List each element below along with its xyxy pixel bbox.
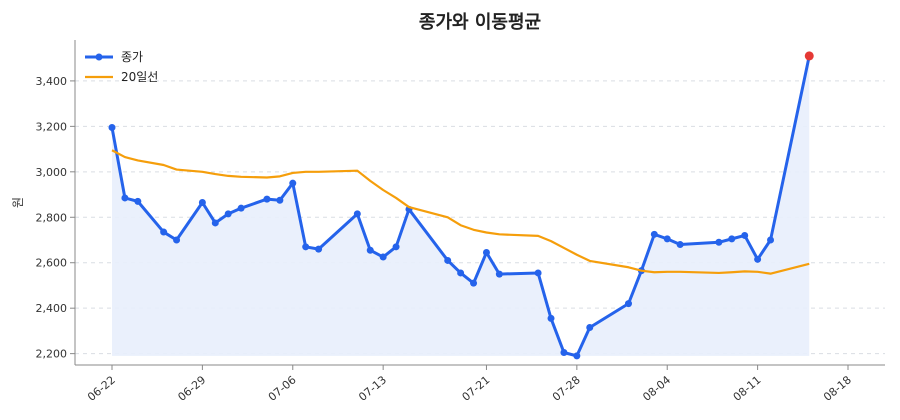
price-point [263, 195, 271, 203]
price-point [198, 199, 206, 206]
price-point [482, 249, 490, 256]
x-tick-label: 07-06 [266, 373, 299, 404]
price-point [302, 243, 310, 251]
x-tick-label: 06-29 [175, 373, 208, 404]
price-point [160, 228, 168, 236]
last-price-point [804, 51, 814, 61]
price-point [715, 238, 723, 246]
series [108, 51, 814, 360]
y-tick-label: 3,000 [36, 166, 68, 179]
price-point [237, 204, 245, 212]
price-point [108, 124, 116, 131]
x-tick-label: 08-04 [640, 373, 673, 404]
area-fill [112, 55, 810, 356]
price-point [379, 253, 387, 261]
y-tick-label: 2,200 [36, 348, 68, 361]
price-point [624, 300, 632, 308]
price-point [573, 352, 581, 360]
chart-title: 종가와 이동평균 [419, 12, 541, 33]
price-point [767, 236, 775, 244]
price-point [315, 245, 323, 253]
x-tick-label: 08-11 [731, 373, 764, 404]
price-point [444, 256, 452, 264]
legend: 종가 20일선 [85, 50, 158, 84]
price-point [495, 270, 503, 278]
series-area-0 [112, 55, 810, 356]
legend-marker-0 [95, 53, 103, 61]
y-tick-label: 3,200 [36, 120, 68, 133]
price-point [121, 194, 129, 202]
price-point [289, 179, 297, 187]
y-axis-label: 원 [11, 197, 25, 208]
x-tick-label: 07-13 [356, 373, 389, 404]
x-tick-label: 07-28 [550, 373, 583, 404]
price-point [173, 236, 181, 244]
y-tick-label: 2,800 [36, 211, 68, 224]
legend-label-0: 종가 [121, 50, 143, 64]
price-point [663, 235, 671, 243]
price-point [547, 314, 555, 322]
y-tick-label: 3,400 [36, 75, 68, 88]
x-tick-label: 08-18 [821, 373, 854, 404]
series-line-1 [111, 149, 810, 275]
price-point [676, 241, 684, 249]
price-point [586, 324, 594, 331]
axes [74, 40, 885, 366]
price-point [134, 197, 142, 205]
price-point [470, 279, 478, 287]
price-point [560, 349, 568, 356]
legend-label-1: 20일선 [121, 70, 158, 84]
price-point [650, 230, 658, 238]
x-tick-label: 06-22 [85, 373, 118, 404]
price-point [353, 210, 361, 218]
y-tick-label: 2,600 [36, 257, 68, 270]
price-point [754, 255, 762, 263]
x-axis-ticks: 06-22 06-29 07-06 07-13 07-21 07-28 08-04 08-11… [85, 365, 854, 404]
price-point [366, 246, 374, 254]
price-point [392, 243, 400, 251]
series-line-0 [110, 55, 811, 358]
price-point [224, 210, 232, 218]
price-point [741, 231, 749, 239]
y-axis-ticks: 2,200 2,400 2,600 2,800 3,000 3,200 3,400 [36, 75, 75, 361]
x-tick-label: 07-21 [460, 373, 493, 404]
price-point [534, 269, 542, 277]
y-tick-label: 2,400 [36, 302, 68, 315]
price-point [457, 269, 465, 277]
price-point [728, 235, 736, 243]
price-point [211, 219, 219, 227]
price-point [276, 196, 284, 204]
